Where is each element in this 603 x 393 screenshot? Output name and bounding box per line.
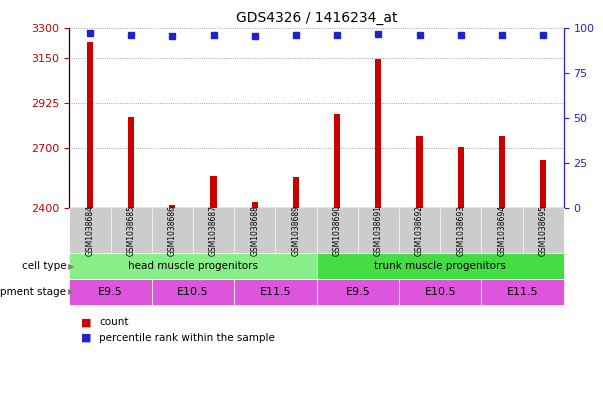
Bar — [251, 202, 258, 208]
Text: trunk muscle progenitors: trunk muscle progenitors — [374, 261, 506, 271]
Text: GSM1038690: GSM1038690 — [333, 205, 342, 257]
Bar — [499, 136, 505, 208]
Text: GSM1038688: GSM1038688 — [250, 206, 259, 256]
Text: E10.5: E10.5 — [177, 287, 209, 297]
Text: E9.5: E9.5 — [346, 287, 370, 297]
Text: ■: ■ — [81, 333, 92, 343]
Text: GSM1038685: GSM1038685 — [127, 206, 136, 256]
Title: GDS4326 / 1416234_at: GDS4326 / 1416234_at — [236, 11, 397, 25]
Text: ▶: ▶ — [68, 287, 75, 296]
Bar — [540, 160, 546, 208]
Text: ▶: ▶ — [68, 262, 75, 271]
Text: GSM1038692: GSM1038692 — [415, 206, 424, 256]
Bar — [458, 147, 464, 208]
Text: GSM1038694: GSM1038694 — [497, 205, 507, 257]
Text: E11.5: E11.5 — [259, 287, 291, 297]
Bar — [375, 59, 382, 208]
Text: GSM1038684: GSM1038684 — [86, 206, 95, 256]
Text: GSM1038691: GSM1038691 — [374, 206, 383, 256]
Bar — [293, 177, 299, 208]
Text: development stage: development stage — [0, 287, 66, 297]
Bar — [128, 117, 134, 208]
Text: GSM1038693: GSM1038693 — [456, 205, 466, 257]
Text: E9.5: E9.5 — [98, 287, 123, 297]
Text: GSM1038695: GSM1038695 — [538, 205, 548, 257]
Text: cell type: cell type — [22, 261, 66, 271]
Text: GSM1038689: GSM1038689 — [291, 206, 300, 256]
Text: ■: ■ — [81, 317, 92, 327]
Bar — [169, 205, 175, 208]
Text: count: count — [99, 317, 129, 327]
Text: E11.5: E11.5 — [507, 287, 538, 297]
Text: GSM1038686: GSM1038686 — [168, 206, 177, 256]
Bar — [210, 176, 216, 208]
Text: percentile rank within the sample: percentile rank within the sample — [99, 333, 276, 343]
Text: GSM1038687: GSM1038687 — [209, 206, 218, 256]
Bar — [87, 42, 93, 208]
Bar — [417, 136, 423, 208]
Text: E10.5: E10.5 — [425, 287, 456, 297]
Text: head muscle progenitors: head muscle progenitors — [128, 261, 258, 271]
Bar — [334, 114, 340, 208]
